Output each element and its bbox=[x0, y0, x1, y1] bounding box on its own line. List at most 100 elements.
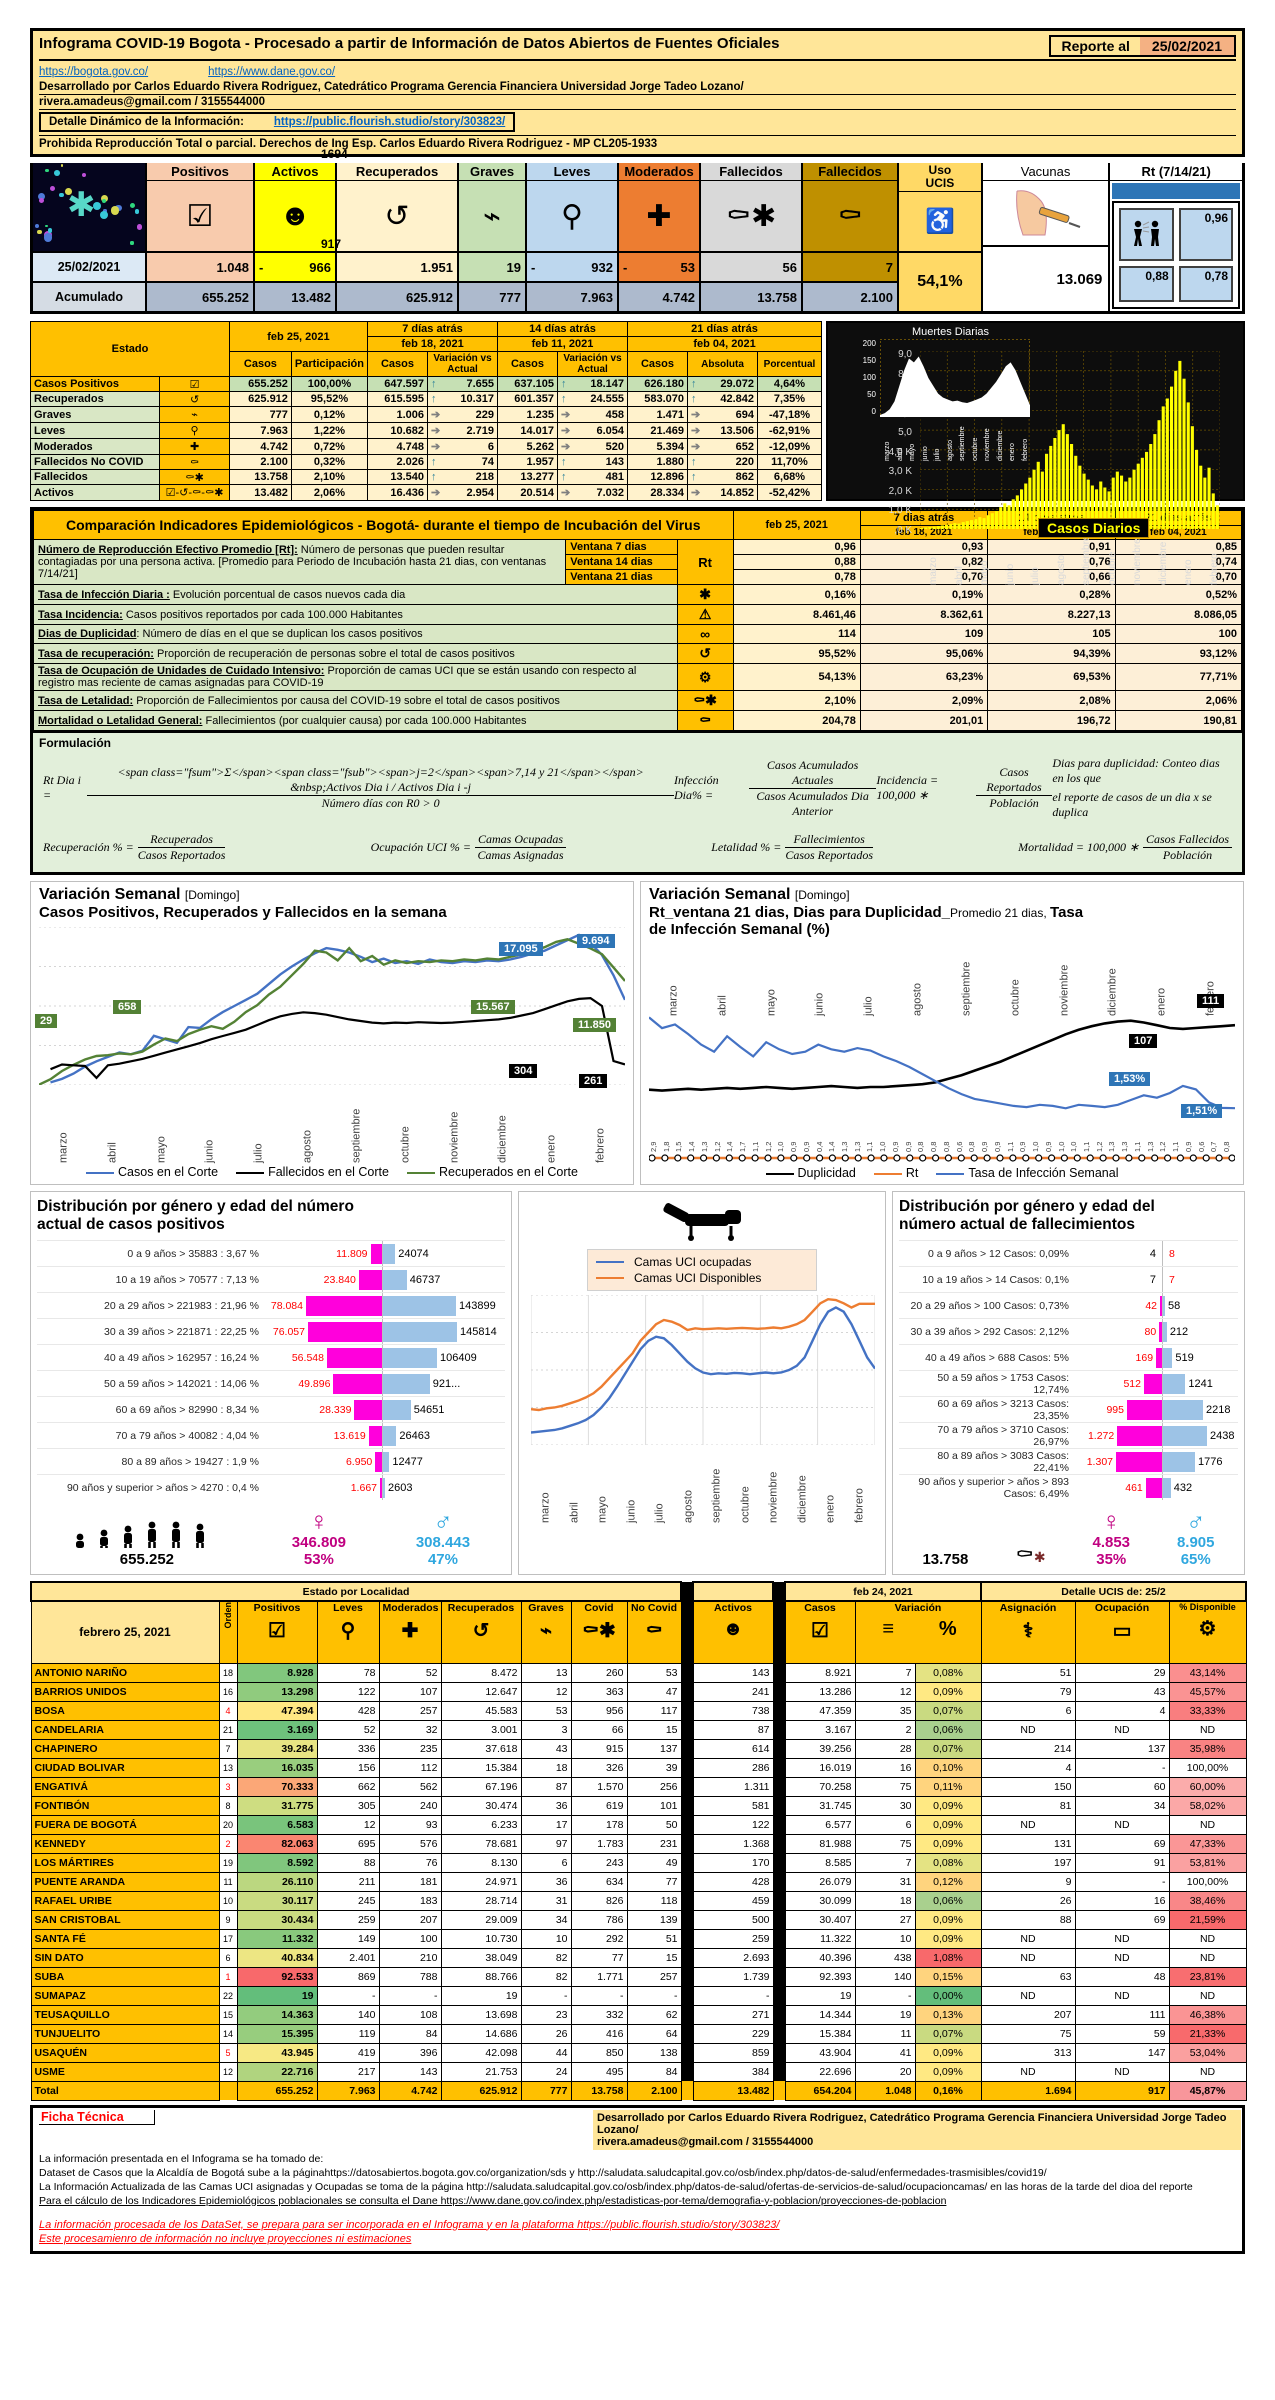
male-value: 58 bbox=[1168, 1300, 1180, 1312]
pyramid-row: 60 a 69 años > 82990 : 8,34 % 28.339 54651 bbox=[37, 1396, 505, 1422]
rt-tick: 0,8 bbox=[929, 1126, 942, 1152]
undo-icon: ↺ bbox=[160, 392, 230, 407]
cell: 257 bbox=[627, 1967, 681, 1986]
cell: 137 bbox=[627, 1739, 681, 1758]
cell: 619 bbox=[571, 1796, 627, 1815]
cell: 850 bbox=[571, 2043, 627, 2062]
cell: 13.482 bbox=[693, 2081, 773, 2100]
cell: 77 bbox=[627, 1872, 681, 1891]
x-axis-month: febrero bbox=[576, 1085, 625, 1163]
rt-tick: 0,9 bbox=[1018, 1126, 1031, 1152]
cell: 52 bbox=[317, 1720, 379, 1739]
cell: 95,06% bbox=[860, 644, 987, 664]
virus-image: ✱ bbox=[33, 163, 145, 251]
cell: 11.332 bbox=[237, 1929, 317, 1948]
cell: 22.716 bbox=[237, 2062, 317, 2081]
cell: 36 bbox=[521, 1872, 571, 1891]
table-row: FONTIBÓN 8 31.775 305 240 30.474 36 619 101 581 31… bbox=[31, 1796, 1246, 1815]
undo-icon: ↺ bbox=[337, 181, 457, 251]
casos-diarios-label: Casos Diarios bbox=[1038, 518, 1149, 538]
rt-14-value: 0,88 bbox=[1119, 266, 1173, 303]
variacion-value: ➔ 229 bbox=[428, 407, 498, 423]
cell: 12 bbox=[521, 1682, 571, 1701]
participacion-value: 0,32% bbox=[291, 455, 367, 470]
y-tick: 0 bbox=[858, 407, 876, 416]
source-line: Para el cálculo de los Indicadores Epide… bbox=[39, 2193, 1236, 2207]
magnifier-icon: ⚲ bbox=[160, 423, 230, 439]
cell: FUERA DE BOGOTÁ bbox=[31, 1815, 219, 1834]
legend-item: Casos en el Corte bbox=[86, 1165, 218, 1179]
cell bbox=[681, 2024, 693, 2043]
cell: 243 bbox=[571, 1853, 627, 1872]
male-bar bbox=[1163, 1400, 1203, 1420]
summary-label: Leves bbox=[527, 163, 617, 181]
bogota-link[interactable]: https://bogota.gov.co/ bbox=[39, 66, 148, 78]
cell bbox=[681, 2062, 693, 2081]
cell: - bbox=[855, 1986, 915, 2005]
rt-tick: 0,8 bbox=[916, 1126, 929, 1152]
contagion-people-icon bbox=[1119, 208, 1173, 261]
female-bar bbox=[1144, 1374, 1162, 1394]
age-label: 20 a 29 años > 100 Casos: 0,73% bbox=[899, 1300, 1075, 1312]
cell: 14.686 bbox=[441, 2024, 521, 2043]
source-line: La Información Actualizada de las Camas … bbox=[39, 2179, 1236, 2193]
cell: 88 bbox=[317, 1853, 379, 1872]
hospital-icon: ✚ bbox=[619, 181, 699, 251]
cell: 956 bbox=[571, 1701, 627, 1720]
row-label: Activos bbox=[31, 485, 160, 501]
casos-value: 655.252 bbox=[229, 377, 291, 392]
female-bar bbox=[1117, 1426, 1162, 1446]
cell: 105 bbox=[988, 625, 1115, 644]
cell: Ocupación ▭ bbox=[1075, 1601, 1169, 1663]
cell: 6.583 bbox=[237, 1815, 317, 1834]
cell: 137 bbox=[1075, 1739, 1169, 1758]
variacion-value: ➔ 2.719 bbox=[428, 423, 498, 439]
cell bbox=[681, 1834, 693, 1853]
data-label: 1,51% bbox=[1181, 1104, 1222, 1118]
cell: 19 bbox=[219, 1853, 237, 1872]
female-value: 7 bbox=[1169, 1274, 1175, 1286]
flourish-link[interactable]: https://public.flourish.studio/story/303… bbox=[274, 116, 505, 128]
x-axis-month: julio bbox=[234, 1085, 283, 1163]
legend-item: Fallecidos en el Corte bbox=[236, 1165, 389, 1179]
table-row: USME 12 22.716 217 143 21.753 24 495 84 384 22.696… bbox=[31, 2062, 1246, 2081]
female-zone: 78.084 bbox=[265, 1293, 383, 1318]
deaths-pyramid-card: Distribución por género y edad del número… bbox=[892, 1191, 1245, 1575]
variacion-value: ➔ 694 bbox=[688, 407, 758, 423]
cell: 51 bbox=[627, 1929, 681, 1948]
rt-tick: 0,9 bbox=[980, 1126, 993, 1152]
rt-21-value: 0,78 bbox=[1179, 266, 1233, 303]
legend-item: Tasa de Infección Semanal bbox=[936, 1166, 1118, 1180]
porcentual-value: 11,70% bbox=[758, 455, 822, 470]
cell: ND bbox=[1169, 2062, 1246, 2081]
monitor-icon: ⌁ bbox=[160, 407, 230, 423]
table-row: Fallecidos ⚰✱ 13.758 2,10% 13.540 ↑ 218 13.277 ↑… bbox=[31, 470, 822, 485]
header: Infograma COVID-19 Bogota - Procesado a … bbox=[30, 28, 1245, 157]
cell: 8.362,61 bbox=[860, 605, 987, 625]
cell: 49 bbox=[627, 1853, 681, 1872]
virus-dot bbox=[35, 224, 39, 228]
dane-link[interactable]: https://www.dane.gov.co/ bbox=[208, 66, 335, 78]
porcentual-value: -62,91% bbox=[758, 423, 822, 439]
cell: 112 bbox=[379, 1758, 441, 1777]
value: 966 bbox=[309, 260, 331, 275]
rt-tick: 1,3 bbox=[1107, 1126, 1120, 1152]
source-line: Dataset de Casos que la Alcaldía de Bogo… bbox=[39, 2165, 1236, 2179]
cell: 1.311 bbox=[693, 1777, 773, 1796]
cell: 28.714 bbox=[441, 1891, 521, 1910]
variacion-value: ➔ 13.506 bbox=[688, 423, 758, 439]
male-zone: 2438 bbox=[1163, 1423, 1238, 1448]
summary-daily-value: 1.048 bbox=[147, 251, 253, 281]
cell: 204,78 bbox=[733, 711, 860, 731]
cell: 81 bbox=[981, 1796, 1075, 1815]
cell: 42.098 bbox=[441, 2043, 521, 2062]
cell bbox=[681, 1815, 693, 1834]
female-bar bbox=[1146, 1478, 1162, 1498]
vacunas-card: Vacunas 13.069 bbox=[983, 163, 1111, 311]
cell: 6 bbox=[521, 1853, 571, 1872]
cell: Tasa de Letalidad: Proporción de Falleci… bbox=[34, 691, 678, 711]
variacion-value: ➔ 652 bbox=[688, 439, 758, 455]
table-row: Leves ⚲ 7.963 1,22% 10.682 ➔ 2.719 14.017 ➔ 6.054… bbox=[31, 423, 822, 439]
formula: Rt Dia i = <span class="fsum">Σ</span><s… bbox=[43, 765, 674, 811]
female-zone: 23.840 bbox=[265, 1267, 383, 1292]
